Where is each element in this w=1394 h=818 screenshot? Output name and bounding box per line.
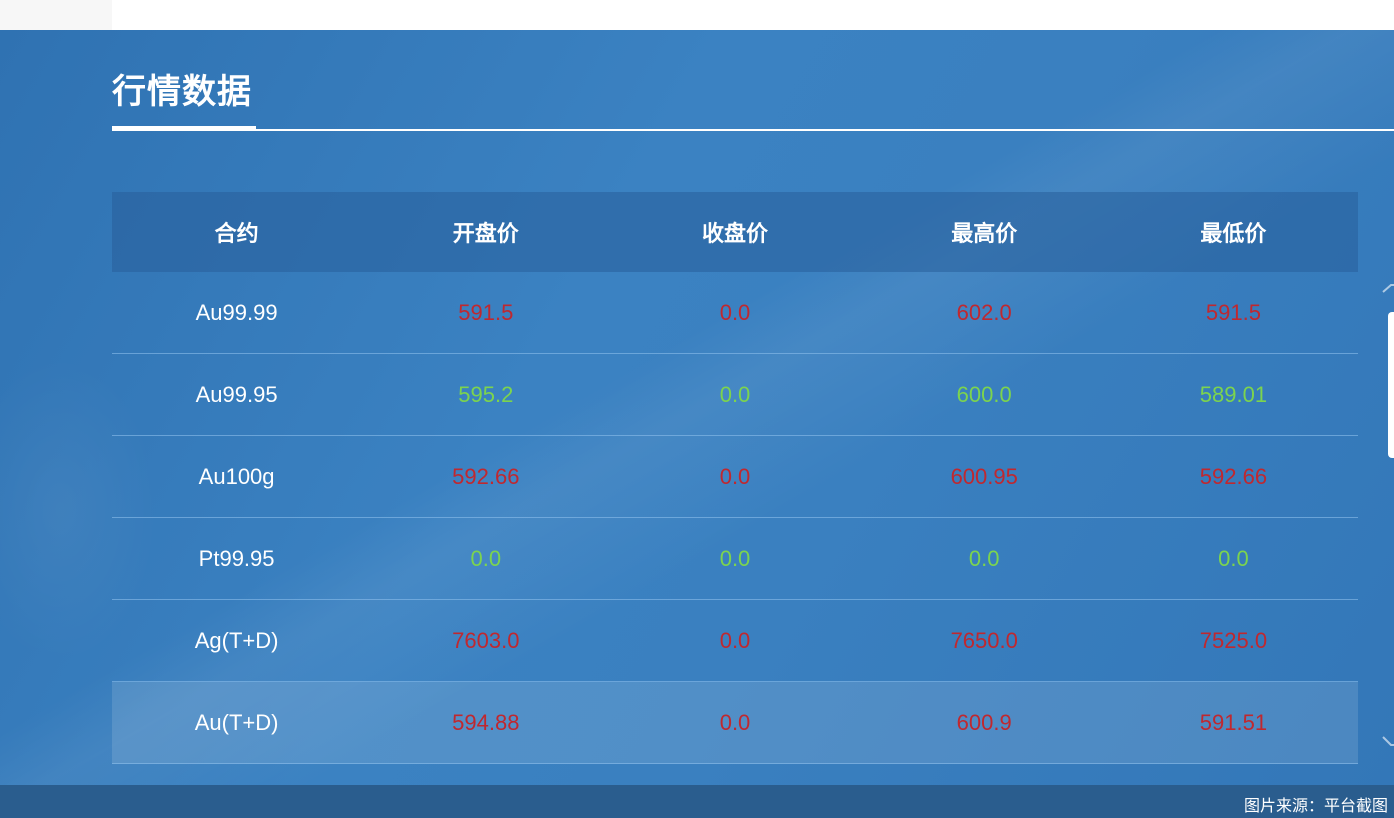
- section-title: 行情数据: [112, 73, 252, 111]
- cell-high: 600.9: [956, 709, 1012, 735]
- cell-high: 7650.0: [950, 627, 1018, 653]
- cell-contract: Au99.95: [195, 381, 278, 407]
- chevron-up-icon[interactable]: [1382, 282, 1394, 296]
- cell-low: 0.0: [1218, 545, 1249, 571]
- header-contract: 合约: [214, 221, 259, 246]
- table-row[interactable]: Ag(T+D) 7603.0 0.0 7650.0 7525.0: [112, 600, 1358, 682]
- title-divider: [112, 129, 1394, 131]
- cell-close: 0.0: [719, 545, 751, 571]
- cell-contract: Au(T+D): [194, 709, 279, 735]
- footer: 图片来源：平台截图: [0, 785, 1394, 818]
- cell-open: 7603.0: [452, 627, 520, 653]
- table-row[interactable]: Au99.95 595.2 0.0 600.0 589.01: [112, 354, 1358, 436]
- header-open: 开盘价: [452, 221, 519, 246]
- cell-high: 600.95: [950, 463, 1018, 489]
- cell-low: 7525.0: [1199, 627, 1268, 653]
- scrollbar-thumb[interactable]: [1388, 312, 1394, 458]
- cell-open: 592.66: [452, 463, 520, 489]
- table-row[interactable]: Au100g 592.66 0.0 600.95 592.66: [112, 436, 1358, 518]
- image-source-caption: 图片来源：平台截图: [1243, 798, 1388, 815]
- cell-high: 600.0: [956, 381, 1012, 407]
- cell-low: 591.51: [1199, 709, 1268, 735]
- cell-open: 594.88: [452, 709, 520, 735]
- cell-open: 595.2: [458, 381, 514, 407]
- cell-contract: Au100g: [198, 463, 275, 489]
- cell-contract: Au99.99: [195, 299, 278, 325]
- cell-close: 0.0: [719, 381, 751, 407]
- cell-low: 589.01: [1199, 381, 1268, 407]
- top-bar-left: [0, 0, 112, 30]
- table-row[interactable]: Au(T+D) 594.88 0.0 600.9 591.51: [112, 682, 1358, 764]
- header-high: 最高价: [951, 221, 1018, 246]
- table-row[interactable]: Au99.99 591.5 0.0 602.0 591.5: [112, 272, 1358, 354]
- cell-close: 0.0: [719, 463, 751, 489]
- cell-close: 0.0: [719, 709, 751, 735]
- top-bar: [0, 0, 1394, 30]
- cell-contract: Ag(T+D): [194, 627, 279, 653]
- cell-close: 0.0: [719, 627, 751, 653]
- cell-close: 0.0: [719, 299, 751, 325]
- header-low: 最低价: [1200, 221, 1267, 246]
- cell-contract: Pt99.95: [198, 545, 275, 571]
- cell-low: 592.66: [1199, 463, 1268, 489]
- title-underline: [112, 126, 256, 131]
- table-row[interactable]: Pt99.95 0.0 0.0 0.0 0.0: [112, 518, 1358, 600]
- cell-high: 0.0: [968, 545, 1000, 571]
- market-data-section: 行情数据 合约 开盘价 收盘价 最高价 最低价 Au99.99 591.5 0.0 6…: [0, 30, 1394, 785]
- market-table: 合约 开盘价 收盘价 最高价 最低价 Au99.99 591.5 0.0 602.0 5…: [112, 192, 1358, 764]
- cell-open: 591.5: [458, 299, 514, 325]
- header-close: 收盘价: [702, 221, 769, 246]
- table-header: 合约 开盘价 收盘价 最高价 最低价: [112, 192, 1358, 272]
- chevron-down-icon[interactable]: [1382, 734, 1394, 748]
- cell-open: 0.0: [470, 545, 502, 571]
- cell-low: 591.5: [1205, 299, 1261, 325]
- cell-high: 602.0: [956, 299, 1012, 325]
